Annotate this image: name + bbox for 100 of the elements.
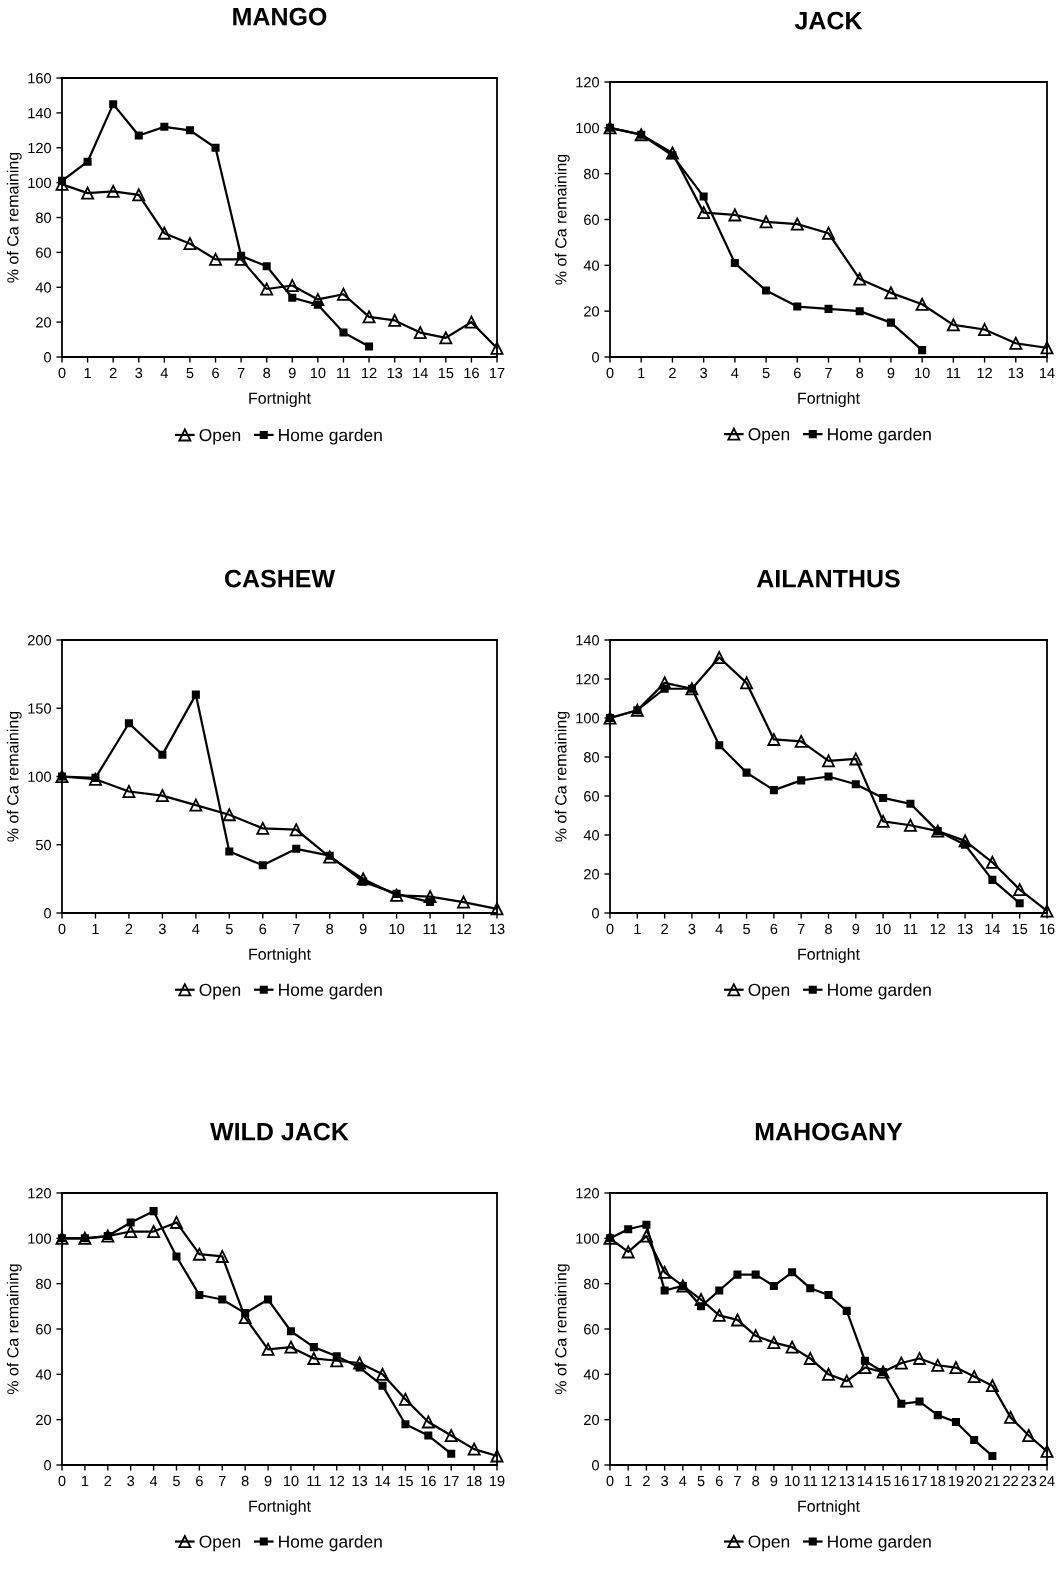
y-tick-label: 20 xyxy=(36,1414,52,1426)
x-axis-title: Fortnight xyxy=(798,1500,860,1516)
x-tick-label: 9 xyxy=(264,1475,272,1487)
x-tick-label: 0 xyxy=(606,923,614,935)
legend-label: Home garden xyxy=(279,428,382,445)
x-tick-label: 12 xyxy=(456,923,471,934)
x-tick-label: 14 xyxy=(985,923,1001,934)
x-tick-label: 15 xyxy=(1012,923,1028,935)
x-tick-label: 0 xyxy=(58,923,66,935)
x-tick-label: 18 xyxy=(467,1475,482,1487)
legend-label: Home garden xyxy=(828,427,931,444)
y-tick-label: 120 xyxy=(28,1188,52,1199)
chart-title: CASHEW xyxy=(224,569,336,588)
x-tick-label: 1 xyxy=(84,367,91,378)
x-tick-label: 3 xyxy=(158,923,166,935)
y-axis-title: % of Ca remaining xyxy=(6,711,22,842)
y-tick-label: 120 xyxy=(576,1188,600,1199)
x-tick-label: 3 xyxy=(135,367,143,379)
x-tick-label: 19 xyxy=(948,1475,964,1487)
y-tick-label: 100 xyxy=(576,1233,600,1244)
x-tick-label: 12 xyxy=(821,1475,836,1486)
legend-label: Open xyxy=(199,1535,241,1552)
x-tick-label: 12 xyxy=(977,367,992,378)
x-tick-label: 22 xyxy=(1003,1475,1018,1486)
y-axis-title: % of Ca remaining xyxy=(6,152,22,283)
y-tick-label: 120 xyxy=(576,674,600,685)
x-tick-label: 11 xyxy=(423,923,437,934)
x-tick-label: 1 xyxy=(638,367,645,378)
y-tick-label: 80 xyxy=(36,212,52,223)
legend-label: Home garden xyxy=(279,983,382,1000)
y-axis-title: % of Ca remaining xyxy=(554,1264,570,1395)
x-tick-label: 4 xyxy=(160,367,168,378)
y-tick-label: 40 xyxy=(583,1369,600,1380)
chart-title: WILD JACK xyxy=(210,1122,349,1141)
x-tick-label: 10 xyxy=(785,1475,800,1487)
y-tick-label: 50 xyxy=(35,839,52,851)
x-tick-label: 7 xyxy=(218,1475,226,1486)
x-tick-label: 6 xyxy=(212,367,219,379)
legend-label: Open xyxy=(748,1535,790,1552)
y-tick-label: 140 xyxy=(576,635,600,646)
x-tick-label: 10 xyxy=(283,1475,299,1487)
x-tick-label: 9 xyxy=(288,367,296,379)
x-tick-label: 2 xyxy=(661,923,668,934)
x-tick-label: 11 xyxy=(803,1475,818,1486)
y-tick-label: 20 xyxy=(36,317,52,328)
legend-label: Home garden xyxy=(828,1535,931,1552)
x-tick-label: 3 xyxy=(661,1475,669,1487)
x-tick-label: 1 xyxy=(625,1475,632,1486)
x-axis-title: Fortnight xyxy=(249,948,311,964)
y-tick-label: 40 xyxy=(583,260,600,271)
x-tick-label: 13 xyxy=(352,1475,368,1487)
x-tick-label: 19 xyxy=(490,1475,505,1487)
y-tick-label: 200 xyxy=(27,635,52,646)
x-tick-label: 10 xyxy=(876,923,891,935)
x-tick-label: 9 xyxy=(852,923,860,935)
x-tick-label: 9 xyxy=(770,1475,778,1487)
x-tick-label: 11 xyxy=(946,367,961,378)
x-tick-label: 23 xyxy=(1021,1475,1037,1487)
chart-title: JACK xyxy=(794,11,863,30)
y-tick-label: 160 xyxy=(28,73,52,84)
y-tick-label: 140 xyxy=(28,107,52,119)
x-tick-label: 8 xyxy=(752,1475,760,1487)
x-tick-label: 20 xyxy=(966,1475,982,1487)
chart-title: AILANTHUS xyxy=(756,569,900,588)
legend-label: Open xyxy=(199,428,241,445)
x-tick-label: 0 xyxy=(58,367,66,379)
y-tick-label: 150 xyxy=(28,703,52,714)
x-tick-label: 15 xyxy=(438,367,454,379)
x-tick-label: 9 xyxy=(359,923,367,935)
legend-label: Open xyxy=(199,983,241,1000)
x-tick-label: 5 xyxy=(173,1475,180,1487)
x-tick-label: 13 xyxy=(958,923,973,935)
x-tick-label: 15 xyxy=(876,1475,891,1487)
x-tick-label: 7 xyxy=(734,1475,741,1486)
x-tick-label: 4 xyxy=(192,923,200,934)
x-tick-label: 11 xyxy=(337,367,351,378)
x-tick-label: 4 xyxy=(715,923,723,934)
x-tick-label: 15 xyxy=(398,1475,413,1487)
x-tick-label: 7 xyxy=(825,367,832,378)
x-tick-label: 7 xyxy=(797,923,805,934)
legend-label: Open xyxy=(748,428,790,444)
x-tick-label: 21 xyxy=(985,1475,1000,1486)
chart-title: MANGO xyxy=(233,7,327,26)
x-tick-label: 24 xyxy=(1039,1475,1055,1486)
x-tick-label: 8 xyxy=(326,923,334,935)
x-tick-label: 4 xyxy=(149,1475,158,1486)
x-tick-label: 5 xyxy=(697,1475,705,1487)
x-tick-label: 10 xyxy=(389,923,405,935)
x-tick-label: 14 xyxy=(857,1475,873,1486)
x-tick-label: 12 xyxy=(329,1475,345,1486)
y-tick-label: 80 xyxy=(584,752,600,763)
y-tick-label: 60 xyxy=(584,1324,600,1335)
x-tick-label: 14 xyxy=(375,1475,391,1486)
y-tick-label: 0 xyxy=(592,908,600,919)
x-tick-label: 13 xyxy=(387,367,403,379)
x-tick-label: 2 xyxy=(669,367,676,378)
x-tick-label: 17 xyxy=(912,1475,927,1486)
x-tick-label: 16 xyxy=(464,367,479,379)
x-tick-label: 6 xyxy=(793,367,801,379)
legend-label: Open xyxy=(748,983,790,1000)
